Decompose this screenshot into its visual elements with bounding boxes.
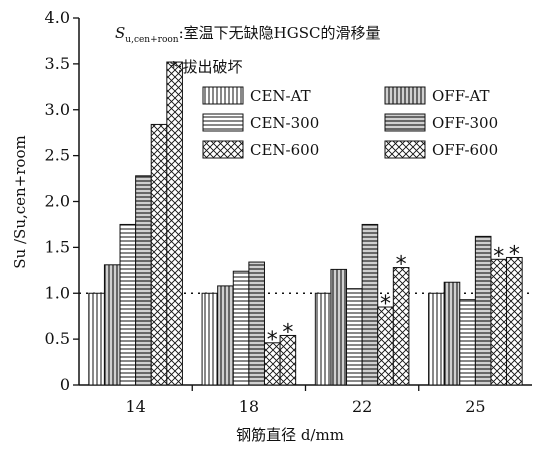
bar-cen-600-14 xyxy=(150,123,168,386)
x-tick-label: 18 xyxy=(239,397,259,416)
bar-cen-at-18 xyxy=(201,292,219,386)
bar-off-600-22 xyxy=(392,267,410,386)
bar-off-600-18 xyxy=(279,334,297,386)
x-axis-title: 钢筋直径 d/mm xyxy=(236,426,344,444)
definition-note: Su,cen+roon:室温下无缺隐HGSC的滑移量 xyxy=(115,24,380,45)
x-ticks: 14 18 22 25 xyxy=(125,385,486,416)
legend-swatch-off-600 xyxy=(384,140,426,159)
y-tick-label: 0.5 xyxy=(45,329,70,348)
y-axis-title: Su /Su,cen+room xyxy=(11,135,29,268)
bar-off-600-14 xyxy=(166,61,183,386)
pullout-star: * xyxy=(380,292,391,317)
legend-swatch-cen-600 xyxy=(202,140,244,159)
y-tick-label: 3.0 xyxy=(45,100,70,119)
bar-cen-300-25 xyxy=(459,299,476,386)
pullout-star: * xyxy=(396,253,407,278)
bar-off-600-25 xyxy=(506,256,523,386)
x-tick-label: 14 xyxy=(125,397,145,416)
y-tick-label: 1.5 xyxy=(45,237,70,256)
bar-off-at-22 xyxy=(330,268,348,386)
pullout-star: * xyxy=(282,320,293,345)
pullout-markers: * *** * * xyxy=(267,242,520,352)
pullout-star: * xyxy=(267,328,278,353)
bar-off-300-22 xyxy=(361,223,379,386)
y-tick-label: 4.0 xyxy=(45,8,70,27)
bar-cen-300-14 xyxy=(119,223,137,386)
legend: CEN-AT OFF-AT CEN-300 OFF-300 CEN-600 OFF-600 xyxy=(202,86,498,159)
bars xyxy=(88,61,523,386)
star-note: *:拔出破坏 xyxy=(170,58,243,76)
bar-off-300-14 xyxy=(135,175,152,386)
bar-cen-at-22 xyxy=(314,292,332,386)
bar-cen-at-14 xyxy=(88,292,105,386)
legend-label-off-600: OFF-600 xyxy=(432,141,498,159)
legend-label-cen-at: CEN-AT xyxy=(250,87,311,105)
x-tick-label: 22 xyxy=(352,397,372,416)
legend-label-cen-300: CEN-300 xyxy=(250,114,319,132)
legend-swatch-off-at xyxy=(384,86,426,105)
legend-swatch-cen-at xyxy=(202,86,244,105)
bar-off-at-18 xyxy=(217,285,234,386)
bar-off-300-18 xyxy=(248,261,265,386)
y-ticks: 0 0.5 1.0 1.5 2.0 2.5 3.0 3.5 4.0 xyxy=(45,8,79,394)
bar-cen-at-25 xyxy=(428,292,445,386)
bar-off-at-14 xyxy=(103,264,121,386)
bar-cen-600-25 xyxy=(490,258,508,386)
pullout-star: * xyxy=(509,242,520,267)
bar-cen-300-22 xyxy=(346,288,363,386)
x-tick-label: 25 xyxy=(465,397,485,416)
bar-cen-300-18 xyxy=(232,270,250,386)
bar-off-300-25 xyxy=(474,235,492,386)
definition-symbol: S xyxy=(115,24,125,42)
bar-off-at-25 xyxy=(443,281,461,386)
y-tick-label: 2.0 xyxy=(45,192,70,211)
pullout-star: * xyxy=(493,244,504,269)
legend-swatch-off-300 xyxy=(384,113,426,132)
definition-text: :室温下无缺隐HGSC的滑移量 xyxy=(179,24,381,42)
legend-label-off-300: OFF-300 xyxy=(432,114,498,132)
y-tick-label: 1.0 xyxy=(45,283,70,302)
legend-swatch-cen-300 xyxy=(202,113,244,132)
y-tick-label: 3.5 xyxy=(45,54,70,73)
legend-label-cen-600: CEN-600 xyxy=(250,141,319,159)
definition-subscript: u,cen+roon xyxy=(125,35,179,45)
bar-cen-600-22 xyxy=(377,306,394,386)
y-tick-label: 2.5 xyxy=(45,146,70,165)
y-tick-label: 0 xyxy=(60,375,70,394)
legend-label-off-at: OFF-AT xyxy=(432,87,490,105)
